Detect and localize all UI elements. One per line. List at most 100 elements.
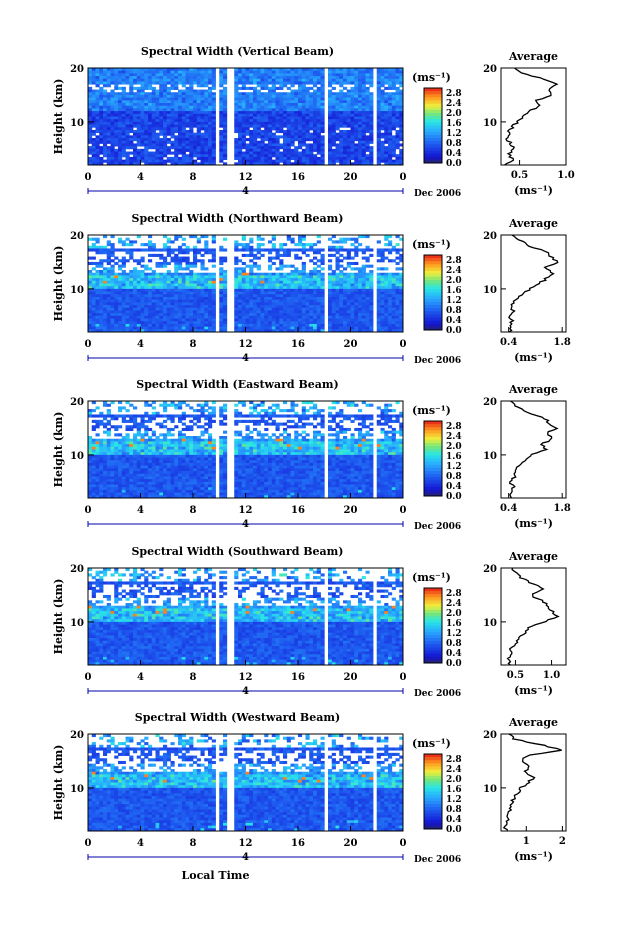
- heatmap-cell: [238, 315, 243, 319]
- heatmap-cell: [331, 253, 336, 257]
- heatmap-cell: [391, 259, 396, 263]
- heatmap-cell: [309, 270, 314, 274]
- heatmap-cell: [256, 73, 261, 77]
- heatmap-cell: [380, 307, 385, 311]
- heatmap-cell: [346, 116, 351, 120]
- heatmap-cell: [399, 294, 404, 298]
- heatmap-cell: [294, 156, 299, 161]
- heatmap-cell: [271, 148, 276, 152]
- heatmap-cell: [133, 302, 138, 306]
- heatmap-cell: [380, 111, 385, 115]
- heatmap-cell: [129, 78, 134, 82]
- heatmap-cell: [125, 73, 130, 77]
- heatmap-cell: [290, 121, 295, 125]
- heatmap-cell: [99, 148, 104, 152]
- heatmap-cell: [365, 318, 370, 322]
- heatmap-cell: [125, 143, 130, 147]
- heatmap-cell: [335, 291, 340, 295]
- heatmap-cell: [189, 119, 194, 123]
- heatmap-cell: [388, 81, 393, 85]
- heatmap-cell: [395, 307, 400, 311]
- heatmap-cell: [159, 294, 164, 298]
- heatmap-cell: [264, 323, 269, 328]
- heatmap-cell: [238, 305, 243, 309]
- heatmap-cell: [365, 119, 370, 123]
- heatmap-cell: [268, 116, 273, 120]
- heatmap-cell: [271, 78, 276, 82]
- heatmap-cell: [286, 275, 291, 279]
- heatmap-cell: [354, 127, 359, 131]
- heatmap-cell: [260, 70, 265, 74]
- heatmap-cell: [346, 81, 351, 85]
- heatmap-cell: [298, 132, 303, 136]
- heatmap-cell: [249, 283, 254, 287]
- heatmap-cell: [88, 108, 93, 112]
- heatmap-cell: [103, 151, 108, 155]
- heatmap-cell: [316, 240, 321, 244]
- heatmap-cell: [328, 156, 333, 161]
- heatmap-cell: [103, 140, 108, 144]
- heatmap-cell: [256, 159, 261, 163]
- heatmap-cell: [148, 103, 153, 107]
- heatmap-cell: [346, 294, 351, 298]
- heatmap-cell: [279, 127, 284, 131]
- heatmap-cell: [129, 119, 134, 123]
- heatmap-cell: [133, 162, 138, 166]
- heatmap-cell: [159, 286, 164, 290]
- heatmap-cell: [121, 78, 126, 82]
- heatmap-cell: [144, 162, 149, 166]
- heatmap-cell: [189, 105, 194, 109]
- heatmap-cell: [343, 140, 348, 144]
- heatmap-cell: [343, 237, 348, 241]
- heatmap-cell: [268, 140, 273, 144]
- heatmap-cell: [178, 288, 183, 292]
- heatmap-cell: [260, 294, 265, 298]
- heatmap-cell: [178, 313, 183, 317]
- heatmap-cell: [106, 138, 111, 142]
- heatmap-cell: [286, 159, 291, 163]
- heatmap-cell: [103, 132, 108, 136]
- heatmap-cell: [399, 326, 404, 330]
- heatmap-cell: [234, 259, 239, 263]
- heatmap-cell: [241, 103, 246, 107]
- heatmap-cell: [339, 103, 344, 107]
- heatmap-cell: [358, 154, 363, 158]
- heatmap-cell: [369, 275, 374, 279]
- heatmap-cell: [384, 121, 389, 125]
- heatmap-cell: [391, 280, 396, 284]
- heatmap-cell: [328, 253, 333, 257]
- heatmap-cell: [196, 318, 201, 322]
- heatmap-cell: [174, 310, 179, 314]
- heatmap-cell: [200, 140, 205, 144]
- heatmap-cell: [279, 305, 284, 309]
- heatmap-cell: [234, 138, 239, 142]
- heatmap-cell: [335, 323, 340, 328]
- heatmap-cell: [174, 105, 179, 109]
- heatmap-cell: [170, 135, 175, 139]
- heatmap-cell: [391, 326, 396, 330]
- heatmap-cell: [181, 318, 186, 322]
- heatmap-cell: [185, 326, 190, 330]
- heatmap-cell: [346, 108, 351, 112]
- heatmap-cell: [241, 267, 246, 271]
- heatmap-cell: [223, 146, 228, 150]
- heatmap-cell: [320, 310, 325, 314]
- heatmap-cell: [163, 94, 168, 99]
- heatmap-cell: [159, 108, 164, 112]
- heatmap-cell: [268, 81, 273, 85]
- heatmap-cell: [95, 97, 100, 101]
- heatmap-cell: [350, 323, 355, 328]
- heatmap-cell: [294, 113, 299, 117]
- heatmap-cell: [275, 119, 280, 123]
- heatmap-cell: [163, 89, 168, 93]
- heatmap-cell: [301, 108, 306, 112]
- heatmap-cell: [354, 329, 359, 333]
- heatmap-cell: [245, 315, 250, 319]
- heatmap-cell: [271, 86, 276, 90]
- heatmap-cell: [136, 318, 141, 322]
- heatmap-cell: [193, 162, 198, 166]
- heatmap-cell: [249, 307, 254, 311]
- heatmap-cell: [369, 315, 374, 319]
- heatmap-cell: [136, 159, 141, 163]
- heatmap-cell: [181, 267, 186, 271]
